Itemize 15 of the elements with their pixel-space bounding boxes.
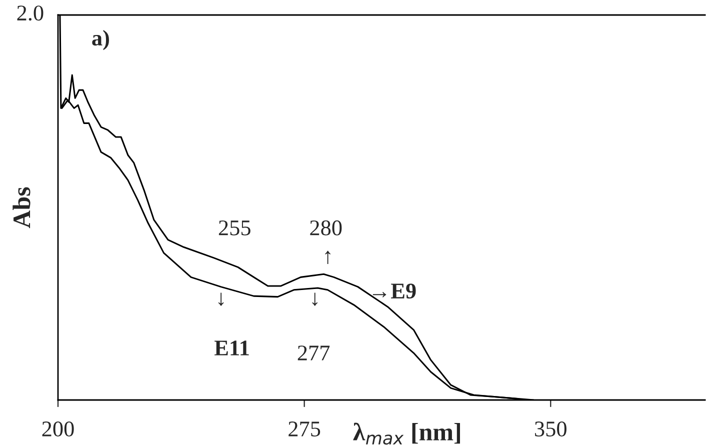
- annotation: E11: [214, 340, 249, 356]
- annotation: a): [92, 30, 109, 50]
- annotation: ↓: [312, 292, 318, 306]
- x-axis-title: λ$_{max}$ [nm]: [353, 422, 460, 445]
- annotation: ↑: [325, 250, 330, 264]
- x-tick-label: 350: [535, 421, 566, 436]
- annotation: →E9: [372, 284, 416, 299]
- annotation: 255: [218, 220, 250, 236]
- annotation: ↓: [218, 292, 224, 306]
- x-tick-label: 275: [288, 422, 320, 436]
- text: 2.0: [17, 6, 44, 21]
- annotation: 280: [310, 220, 342, 236]
- y-axis-title: Abs: [12, 187, 30, 228]
- annotation: 277: [298, 346, 330, 360]
- x-tick-label: 200: [42, 421, 74, 436]
